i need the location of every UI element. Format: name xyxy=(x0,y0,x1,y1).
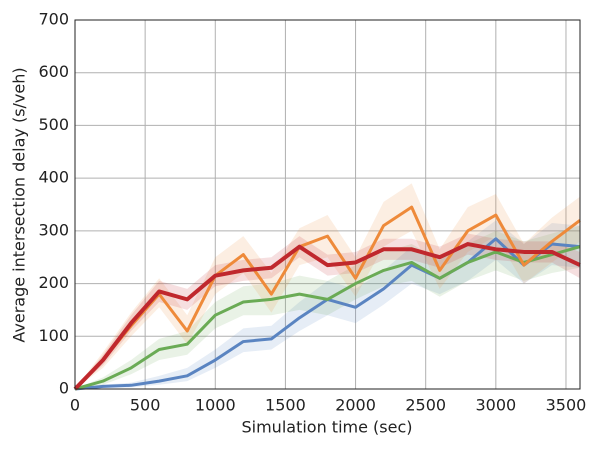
x-tick-label: 1000 xyxy=(195,396,236,415)
y-tick-label: 600 xyxy=(38,62,69,81)
y-tick-label: 500 xyxy=(38,115,69,134)
y-tick-label: 0 xyxy=(59,379,69,398)
y-tick-label: 400 xyxy=(38,168,69,187)
x-tick-label: 500 xyxy=(130,396,161,415)
line xyxy=(73,242,581,391)
error-band xyxy=(75,183,580,389)
x-axis-label: Simulation time (sec) xyxy=(241,418,412,437)
y-tick-label: 200 xyxy=(38,273,69,292)
y-axis-label: Average intersection delay (s/veh) xyxy=(10,67,29,342)
x-tick-label: 3500 xyxy=(546,396,587,415)
y-tick-label: 700 xyxy=(38,10,69,29)
error-band xyxy=(75,220,580,389)
x-tick-label: 1500 xyxy=(265,396,306,415)
error-band xyxy=(75,225,580,389)
line xyxy=(74,245,581,391)
plot-frame xyxy=(74,19,581,390)
y-tick-label: 100 xyxy=(38,326,69,345)
x-tick-label: 2500 xyxy=(405,396,446,415)
x-tick-label: 0 xyxy=(70,396,80,415)
x-tick-label: 2000 xyxy=(335,396,376,415)
x-tick-label: 3000 xyxy=(475,396,516,415)
y-tick-label: 300 xyxy=(38,220,69,239)
